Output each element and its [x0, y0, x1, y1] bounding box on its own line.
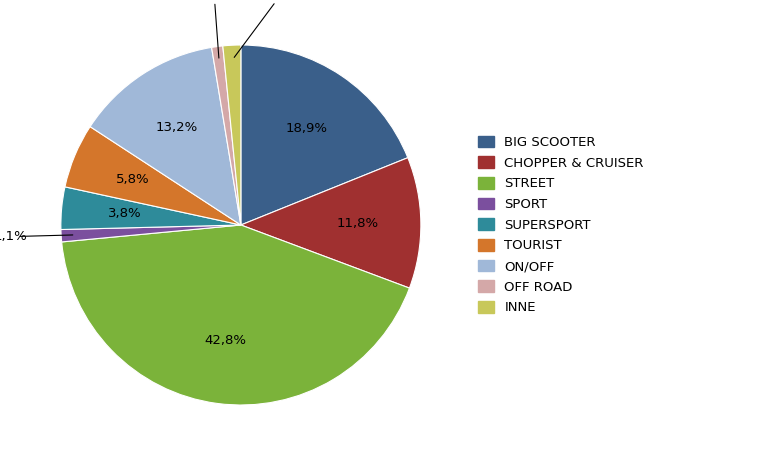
Wedge shape [61, 225, 409, 405]
Text: 3,8%: 3,8% [107, 207, 141, 220]
Text: 1,0%: 1,0% [197, 0, 231, 1]
Wedge shape [65, 126, 241, 225]
Text: 18,9%: 18,9% [285, 122, 327, 135]
Wedge shape [61, 187, 241, 230]
Wedge shape [241, 45, 408, 225]
Legend: BIG SCOOTER, CHOPPER & CRUISER, STREET, SPORT, SUPERSPORT, TOURIST, ON/OFF, OFF : BIG SCOOTER, CHOPPER & CRUISER, STREET, … [472, 130, 649, 320]
Text: 1,1%: 1,1% [0, 230, 27, 243]
Text: 13,2%: 13,2% [156, 121, 198, 134]
Text: 5,8%: 5,8% [116, 173, 150, 186]
Text: 1,6%: 1,6% [260, 0, 294, 1]
Wedge shape [223, 45, 241, 225]
Wedge shape [90, 47, 241, 225]
Wedge shape [241, 158, 421, 288]
Wedge shape [211, 46, 241, 225]
Wedge shape [61, 225, 241, 242]
Text: 42,8%: 42,8% [204, 334, 246, 347]
Text: 11,8%: 11,8% [336, 217, 379, 230]
